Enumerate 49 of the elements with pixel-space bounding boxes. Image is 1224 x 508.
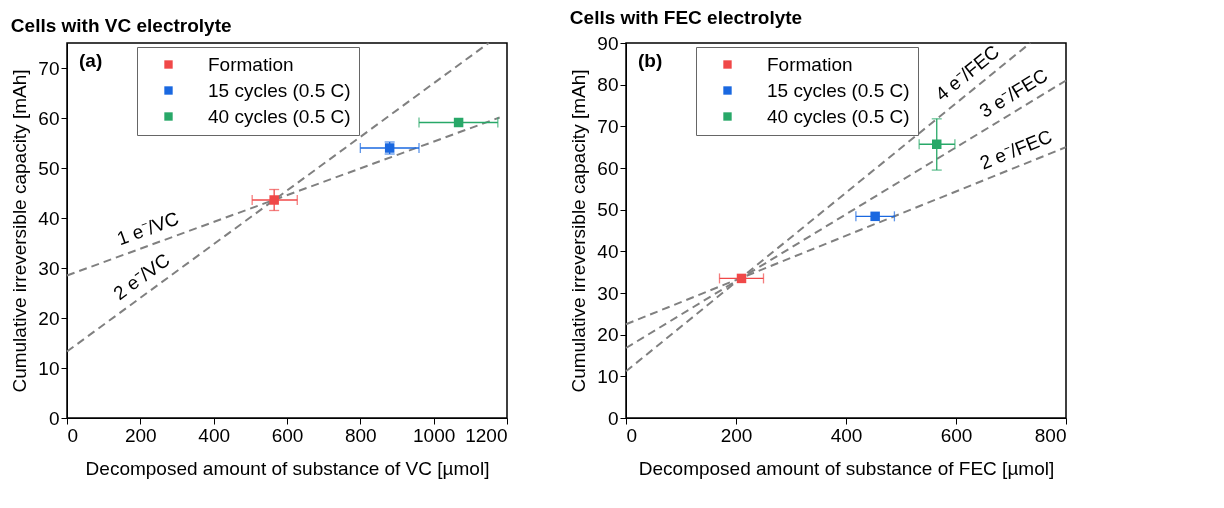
text: 1 e⁻/VC [114, 207, 182, 250]
y-tick-label: 50 [38, 157, 60, 179]
y-tick-label: 0 [607, 407, 619, 429]
legend-label: 40 cycles (0.5 C) [208, 105, 351, 127]
y-tick-label: 0 [48, 407, 60, 429]
legend-label: 15 cycles (0.5 C) [208, 79, 351, 101]
y-axis-title: Cumulative irreversible capacity [mAh] [568, 69, 590, 393]
y-axis-title: Cumulative irreversible capacity [mAh] [9, 69, 31, 393]
y-tick-label: 30 [597, 282, 619, 304]
y-tick-label: 70 [597, 115, 619, 137]
legend-label: Formation [208, 53, 294, 75]
x-tick-label: 400 [198, 424, 231, 446]
chart-title: Cells with VC electrolyte [10, 15, 232, 36]
text: 2 e⁻/FEC [976, 125, 1055, 174]
y-tick-label: 70 [38, 57, 60, 79]
legend-label: 15 cycles (0.5 C) [767, 79, 910, 101]
x-tick-label: 1000 [413, 424, 456, 446]
y-tick-label: 80 [597, 74, 619, 96]
y-tick-label: 20 [597, 324, 619, 346]
x-tick-label: 1200 [465, 424, 508, 446]
y-tick-label: 90 [597, 32, 619, 54]
y-tick-label: 20 [38, 307, 60, 329]
y-tick-label: 40 [38, 207, 60, 229]
point [736, 273, 747, 284]
x-tick-label: 800 [344, 424, 377, 446]
y-tick-label: 50 [597, 199, 619, 221]
x-axis-title: Decomposed amount of substance of VC [µmol] [85, 457, 490, 479]
y-tick-label: 30 [38, 257, 60, 279]
x-tick-label: 0 [626, 424, 638, 446]
point [932, 139, 942, 149]
legend-label: 40 cycles (0.5 C) [767, 105, 910, 127]
x-tick-label: 600 [271, 424, 304, 446]
y-tick-label: 10 [597, 365, 619, 387]
y-tick-label: 10 [38, 357, 60, 379]
point [870, 211, 880, 222]
y-tick-label: 40 [597, 240, 619, 262]
y-tick-label: 60 [38, 107, 60, 129]
chart-title: Cells with FEC electrolyte [569, 7, 803, 28]
x-tick-label: 200 [124, 424, 157, 446]
x-tick-label: 200 [720, 424, 753, 446]
annotation: (a) [79, 50, 103, 71]
x-tick-label: 400 [830, 424, 863, 446]
x-tick-label: 800 [1034, 424, 1067, 446]
y-tick-label: 60 [597, 157, 619, 179]
annotation: (b) [638, 50, 663, 71]
x-axis-title: Decomposed amount of substance of FEC [µmol] [638, 457, 1055, 479]
x-tick-label: 600 [940, 424, 973, 446]
x-tick-label: 0 [67, 424, 79, 446]
legend-label: Formation [767, 53, 853, 75]
